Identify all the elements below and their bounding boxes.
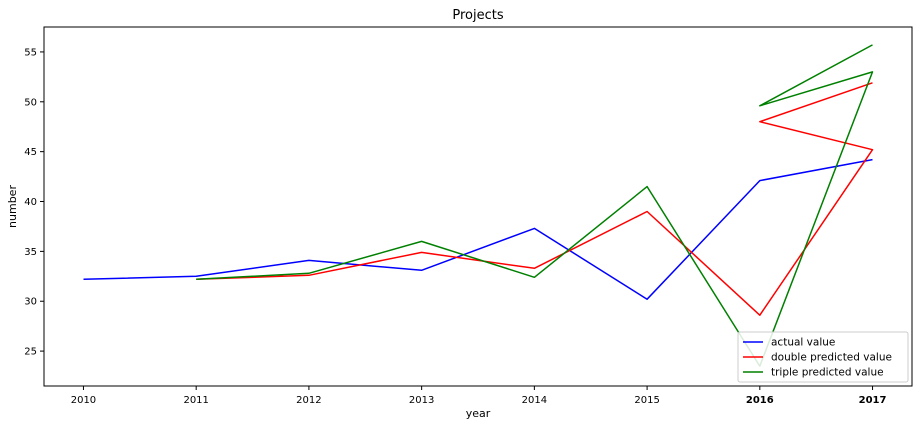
legend: actual value double predicted value triple…	[737, 331, 909, 383]
x-tick-label: 2014	[522, 395, 547, 406]
plot-lines	[83, 44, 874, 367]
x-axis-label: year	[466, 407, 491, 420]
legend-box	[737, 331, 909, 383]
series-line-1	[83, 158, 873, 300]
x-tick-label: 2012	[296, 395, 321, 406]
y-tick-label: 45	[24, 147, 37, 158]
y-axis-label: number	[6, 185, 19, 228]
legend-entry-label: actual value	[771, 337, 835, 349]
series-line-3	[196, 44, 874, 367]
y-tick-label: 55	[24, 47, 37, 58]
legend-entry-label: double predicted value	[771, 352, 892, 364]
plot-frame	[43, 26, 913, 387]
y-tick-label: 50	[24, 97, 37, 108]
x-tick-label: 2016	[746, 395, 774, 406]
y-tick-label: 25	[24, 347, 37, 358]
x-tick-label: 2017	[859, 395, 887, 406]
y-axis-ticks: 25 30 35 40 45 50 55	[24, 47, 44, 358]
y-tick-label: 35	[24, 247, 37, 258]
x-axis-ticks: 2010 2011 2012 2013 2014 2015 2016 2017	[71, 386, 887, 406]
y-tick-label: 40	[24, 197, 37, 208]
x-tick-label: 2010	[71, 395, 96, 406]
x-tick-label: 2011	[183, 395, 208, 406]
x-tick-label: 2013	[409, 395, 434, 406]
series-line-2	[196, 82, 874, 316]
y-tick-label: 30	[24, 297, 37, 308]
chart-title: Projects	[452, 8, 503, 23]
x-tick-label: 2015	[634, 395, 659, 406]
legend-entry-label: triple predicted value	[771, 367, 884, 379]
